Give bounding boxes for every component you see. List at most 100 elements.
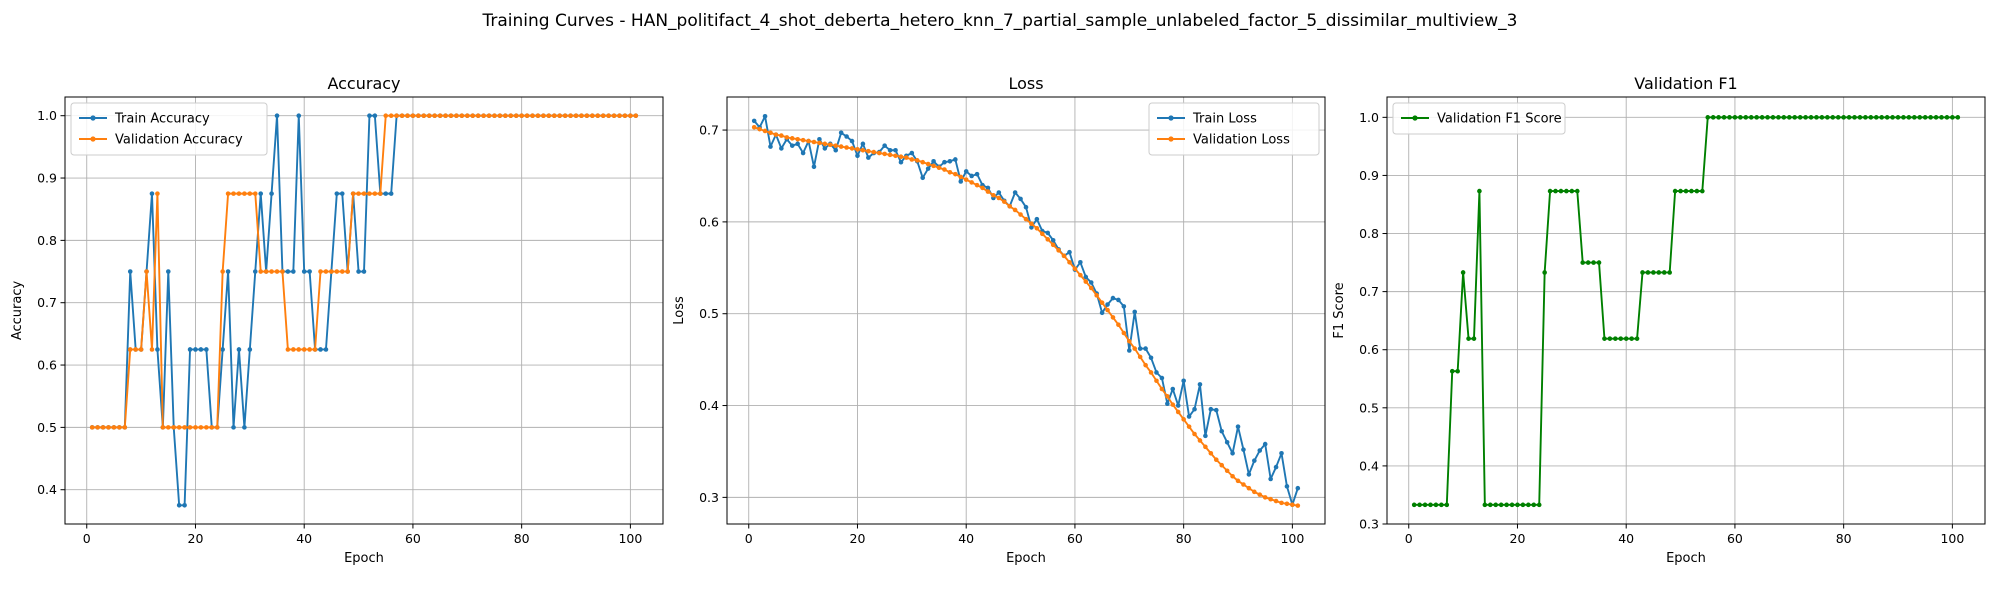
data-point xyxy=(595,113,601,118)
data-point xyxy=(1939,115,1944,120)
series-loss-1 xyxy=(751,125,1301,508)
data-point xyxy=(1689,188,1694,194)
data-point xyxy=(182,503,187,508)
y-tick-label: 0.9 xyxy=(1359,168,1379,183)
data-point xyxy=(958,174,964,180)
data-point xyxy=(1531,502,1537,508)
data-point xyxy=(1933,115,1939,120)
data-point xyxy=(1001,199,1007,204)
data-point xyxy=(1564,188,1569,194)
data-point xyxy=(432,113,437,118)
axes-frame xyxy=(64,96,664,525)
data-point xyxy=(1944,115,1950,120)
data-point xyxy=(1422,502,1428,508)
data-point xyxy=(876,150,882,156)
data-point xyxy=(1727,115,1732,120)
data-point xyxy=(789,143,795,148)
data-point xyxy=(416,113,421,118)
data-point xyxy=(1235,478,1241,484)
data-point xyxy=(475,113,481,118)
data-point xyxy=(236,191,242,196)
data-point xyxy=(1230,473,1235,479)
y-tick-label: 0.4 xyxy=(1359,458,1379,473)
data-point xyxy=(860,147,866,153)
data-point xyxy=(247,347,253,352)
data-point xyxy=(1224,468,1230,474)
data-point xyxy=(356,191,361,196)
data-point xyxy=(182,425,187,430)
data-point xyxy=(111,425,117,430)
data-point xyxy=(953,157,958,162)
data-point xyxy=(963,169,969,174)
y-tick-label: 0.4 xyxy=(699,398,719,413)
series-accuracy-1 xyxy=(89,113,639,430)
data-point xyxy=(898,154,904,159)
data-point xyxy=(155,191,160,196)
data-point xyxy=(1132,309,1138,315)
data-point xyxy=(1105,302,1110,307)
y-axis-label: Loss xyxy=(672,296,687,325)
data-point xyxy=(486,113,492,118)
data-point xyxy=(931,163,936,169)
data-point xyxy=(117,425,122,430)
data-point xyxy=(1192,431,1197,437)
data-point xyxy=(1602,336,1607,341)
y-tick-label: 0.5 xyxy=(699,306,719,321)
data-point xyxy=(871,149,877,155)
data-point xyxy=(789,136,795,141)
data-point xyxy=(198,425,204,430)
data-point xyxy=(1901,115,1906,120)
data-point xyxy=(1656,270,1662,275)
data-point xyxy=(481,113,486,118)
data-point xyxy=(1814,115,1819,120)
data-point xyxy=(492,113,497,118)
data-point xyxy=(849,138,855,144)
data-point xyxy=(1482,502,1488,508)
data-point xyxy=(1623,336,1629,341)
data-point xyxy=(1230,450,1235,456)
data-point xyxy=(242,191,247,196)
data-point xyxy=(160,425,166,430)
data-point xyxy=(1257,492,1263,497)
data-point xyxy=(838,144,844,149)
data-point xyxy=(1613,336,1618,341)
data-point xyxy=(1863,115,1868,120)
y-tick-label: 0.8 xyxy=(37,233,57,248)
data-point xyxy=(806,138,811,144)
legend-box xyxy=(1148,102,1320,156)
data-point xyxy=(524,113,530,118)
data-point xyxy=(1116,297,1121,303)
data-point xyxy=(958,179,964,184)
x-tick-label: 0 xyxy=(83,531,91,546)
data-point xyxy=(1694,188,1700,194)
data-point xyxy=(1040,231,1045,237)
legend-entry: Train Accuracy xyxy=(114,112,210,127)
data-point xyxy=(866,148,871,154)
data-point xyxy=(827,142,833,148)
data-point xyxy=(893,153,898,159)
data-point xyxy=(751,118,757,124)
data-point xyxy=(1262,441,1268,447)
data-point xyxy=(1105,307,1110,313)
data-point xyxy=(1143,362,1148,368)
data-point xyxy=(187,425,193,430)
data-point xyxy=(779,146,784,151)
data-point xyxy=(1460,270,1466,275)
data-point xyxy=(1498,502,1504,508)
data-point xyxy=(138,347,144,352)
data-point xyxy=(947,158,953,164)
data-point xyxy=(1716,115,1721,120)
data-point xyxy=(1137,354,1143,360)
data-point xyxy=(263,269,269,274)
panel-title: Accuracy xyxy=(327,74,400,93)
data-point xyxy=(100,425,106,430)
data-point xyxy=(171,425,177,430)
data-point xyxy=(1121,330,1127,336)
data-point xyxy=(1072,266,1078,272)
data-point xyxy=(426,113,432,118)
data-point xyxy=(1721,115,1727,120)
panel-loss: 0 20 40 60 80 100 0.3 0.4 0.5 0.6 0.7 Loss Epoch Loss… xyxy=(672,74,1326,566)
data-point xyxy=(1955,115,1961,120)
y-tick-label: 0.8 xyxy=(1359,226,1379,241)
data-point xyxy=(1018,212,1023,217)
